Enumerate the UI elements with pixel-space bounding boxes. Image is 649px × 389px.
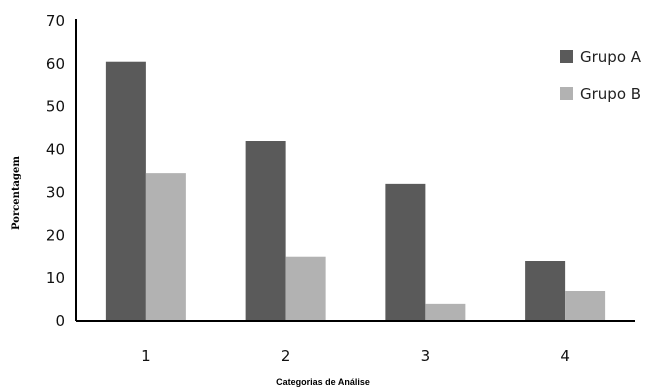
x-axis-ticks: 1 2 3 4 bbox=[141, 347, 570, 365]
bar-grupo-a-cat-3 bbox=[385, 183, 426, 321]
bar-grupo-a-cat-2 bbox=[245, 141, 286, 321]
y-tick-label: 30 bbox=[46, 183, 65, 201]
y-tick-label: 40 bbox=[46, 141, 65, 159]
legend-swatch bbox=[560, 87, 573, 100]
bar-grupo-b-cat-1 bbox=[145, 173, 186, 321]
x-tick-label: 1 bbox=[141, 347, 151, 365]
x-tick-label: 4 bbox=[560, 347, 570, 365]
legend-label: Grupo A bbox=[580, 48, 642, 66]
y-tick-label: 70 bbox=[46, 12, 65, 30]
bar-grupo-a-cat-1 bbox=[105, 61, 146, 321]
x-tick-label: 2 bbox=[281, 347, 291, 365]
bar-grupo-b-cat-2 bbox=[285, 256, 326, 321]
bar-grupo-a-cat-4 bbox=[525, 261, 566, 321]
bars-group bbox=[105, 61, 606, 321]
bar-grupo-b-cat-3 bbox=[425, 303, 466, 321]
y-tick-label: 10 bbox=[46, 269, 65, 287]
x-tick-label: 3 bbox=[421, 347, 431, 365]
y-tick-label: 20 bbox=[46, 226, 65, 244]
legend-label: Grupo B bbox=[580, 85, 641, 103]
y-tick-label: 0 bbox=[55, 312, 65, 330]
y-axis-ticks: 0 10 20 30 40 50 60 70 bbox=[46, 12, 65, 330]
y-tick-label: 60 bbox=[46, 55, 65, 73]
legend-swatch bbox=[560, 50, 573, 63]
legend: Grupo A Grupo B bbox=[560, 48, 642, 103]
bar-grupo-b-cat-4 bbox=[565, 291, 606, 321]
y-tick-label: 50 bbox=[46, 98, 65, 116]
y-axis-title: Porcentagem bbox=[11, 156, 22, 230]
x-axis-title: Categorias de Análise bbox=[276, 377, 370, 387]
